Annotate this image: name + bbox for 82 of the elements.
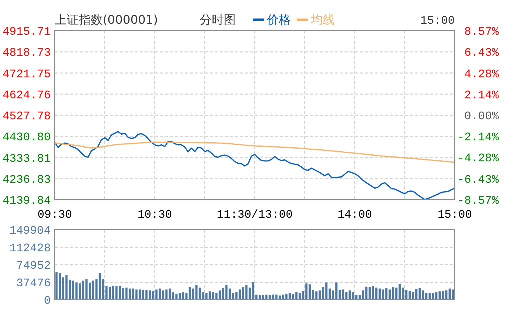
bar [126,288,128,300]
y-tick-label: 37476 [16,278,52,291]
bar [262,295,264,300]
bar [68,280,72,300]
text: 15:00 [420,15,456,28]
line-series [54,131,456,200]
y-tick-label: 4236.83 [2,174,52,187]
bar [196,285,198,300]
bar [88,283,92,300]
bar [62,278,64,300]
bar [352,292,354,300]
bar [412,292,414,300]
legend-label: 价格 [266,13,291,27]
y-tick-label: 149904 [10,225,52,238]
bar [206,293,208,300]
y2-tick-label: -4.28% [458,152,500,166]
y-tick-label: 4333.81 [2,152,52,166]
bar [138,290,142,300]
y2-tick-label: -6.43% [458,174,500,187]
bar [166,290,168,300]
bar [398,284,402,300]
x-tick-label: 10:30 [138,209,172,222]
bar [116,286,118,300]
y2-tick-label: -2.14% [458,132,500,145]
y2-tick-label: 8.57% [464,26,500,40]
x-tick-label: 11:30/13:00 [217,209,294,222]
y2-tick-label: 6.43% [464,47,500,60]
y-tick-label: 4915.71 [2,26,52,40]
bar [76,282,78,300]
y-tick-label: 0 [44,295,52,308]
bar [272,294,274,300]
bar [78,284,82,300]
bar [146,290,148,300]
bar [306,284,308,300]
y-tick-label: 112428 [10,242,52,256]
chart-title: 上证指数(000001) [55,13,158,27]
bar [402,288,404,300]
bar [136,290,138,300]
bar [176,294,178,300]
bar [59,273,62,300]
x-tick-label: 15:00 [438,209,472,222]
bar [336,282,338,300]
y2-tick-label: -8.57% [458,195,500,208]
legend-label: 均线 [310,13,335,27]
bar [308,284,312,300]
y-tick-label: 4721.75 [2,68,52,82]
bar [388,290,392,300]
bar [86,279,88,300]
bar [326,282,328,300]
y-tick-label: 4430.80 [2,132,52,145]
y-tick-label: 4527.78 [2,110,52,124]
bar [238,290,242,300]
bar [236,292,238,300]
line-series [54,142,456,164]
x-tick-label: 09:30 [38,209,72,222]
y-tick-label: 74952 [16,260,52,274]
bar [282,294,284,300]
bar [156,290,158,300]
bar [226,285,228,300]
y2-tick-label: 4.28% [464,68,500,82]
bar [372,286,374,300]
y-tick-label: 4139.84 [2,195,52,208]
bar [422,290,424,300]
y2-tick-label: 2.14% [464,89,500,102]
bar [246,286,248,300]
bar [382,290,384,300]
bar [56,272,58,300]
bar [342,290,344,300]
bar [432,292,434,300]
y-tick-label: 4818.73 [2,47,52,60]
y2-tick-label: 0.00% [464,110,500,124]
bar [442,291,444,300]
x-tick-label: 14:00 [338,209,372,222]
chart-subtitle: 分时图 [200,13,236,27]
y-tick-label: 4624.76 [2,89,52,102]
bar [452,290,454,300]
bar [216,293,218,300]
bar [292,294,294,300]
bar [66,275,68,300]
bar [392,287,394,300]
bar [98,273,102,300]
bar [362,290,364,300]
